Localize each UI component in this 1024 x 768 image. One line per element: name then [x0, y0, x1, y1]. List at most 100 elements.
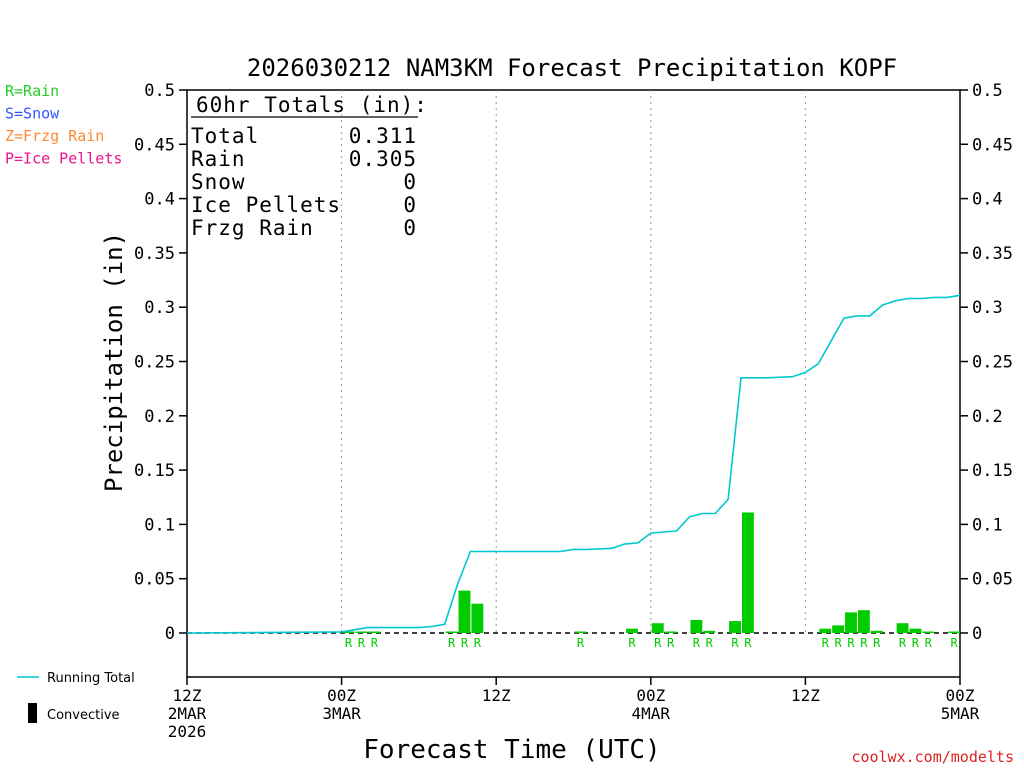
y-tick-label-right: 0.4 — [972, 190, 1003, 210]
precip-bar — [845, 612, 857, 633]
precip-bar — [922, 631, 935, 633]
ptype-label: R — [358, 636, 366, 650]
precip-bar — [729, 621, 741, 633]
ptype-label: R — [950, 636, 958, 650]
totals-heading: 60hr Totals (in): — [196, 93, 428, 117]
x-tick-label: 5MAR — [941, 704, 980, 723]
x-tick-label: 00Z — [327, 686, 356, 705]
precip-bar — [703, 630, 716, 633]
totals-value: 0.311 — [349, 124, 417, 148]
y-tick-label-right: 0.15 — [972, 461, 1013, 481]
credit-text: coolwx.com/modelts — [851, 748, 1014, 766]
series-legend: Running Total Convective — [17, 671, 135, 723]
x-tick-label: 00Z — [636, 686, 665, 705]
precip-bar — [870, 630, 883, 633]
y-tick-label-left: 0.2 — [144, 407, 175, 427]
ptype-label: R — [345, 636, 353, 650]
precip-bar — [445, 631, 458, 633]
precip-bar — [896, 623, 909, 633]
x-tick-label: 2026 — [168, 722, 207, 741]
vertical-gridlines — [341, 90, 806, 633]
ptype-label: R — [860, 636, 868, 650]
precip-bar — [909, 628, 922, 633]
ptype-label: R — [925, 636, 933, 650]
ptype-label: R — [474, 636, 482, 650]
precip-bar — [342, 631, 355, 633]
totals-label: Snow — [191, 170, 246, 194]
y-tick-label-left: 0.35 — [134, 244, 175, 264]
convective-legend-label: Convective — [47, 708, 120, 723]
ptype-label: R — [899, 636, 907, 650]
y-tick-label-right: 0.25 — [972, 353, 1013, 373]
ptype-label: R — [706, 636, 714, 650]
ptype-label: R — [847, 636, 855, 650]
totals-value: 0 — [403, 216, 417, 240]
y-tick-label-left: 0.25 — [134, 353, 175, 373]
ptype-label: R — [577, 636, 585, 650]
totals-label: Total — [191, 124, 259, 148]
totals-label: Ice Pellets — [191, 193, 341, 217]
y-axis-left: 0 0.05 0.1 0.15 0.2 0.25 0.3 0.35 0.4 0.45 0.5 — [134, 81, 187, 644]
ptype-label: R — [912, 636, 920, 650]
x-tick-label: 12Z — [482, 686, 511, 705]
ptype-label: R — [834, 636, 842, 650]
precip-bar — [626, 628, 638, 633]
plot-border — [186, 89, 961, 678]
x-tick-label: 2MAR — [168, 704, 207, 723]
running-total-series — [186, 294, 961, 634]
ptype-legend-item: P=Ice Pellets — [5, 150, 122, 168]
y-tick-label-right: 0.05 — [972, 570, 1013, 590]
y-tick-label-left: 0.15 — [134, 461, 175, 481]
y-tick-label-left: 0.4 — [144, 190, 175, 210]
precip-bars — [342, 512, 960, 633]
y-axis-right: 0 0.05 0.1 0.15 0.2 0.25 0.3 0.35 0.4 0.45 0.5 — [960, 81, 1013, 644]
y-tick-label-left: 0.45 — [134, 135, 175, 155]
x-axis-label: Forecast Time (UTC) — [363, 735, 660, 765]
totals-label: Rain — [191, 147, 246, 171]
totals-value: 0 — [403, 170, 417, 194]
precip-bar — [948, 631, 960, 633]
ptype-label: R — [822, 636, 830, 650]
y-tick-label-left: 0.1 — [144, 515, 175, 535]
totals-value: 0.305 — [349, 147, 417, 171]
ptype-label: R — [667, 636, 675, 650]
precip-bar — [832, 625, 845, 633]
precip-bar — [857, 610, 870, 633]
x-tick-label: 3MAR — [322, 704, 361, 723]
totals-box: 60hr Totals (in): Total 0.311 Rain 0.305 Snow… — [191, 93, 428, 240]
y-tick-label-left: 0.3 — [144, 298, 175, 318]
precip-bar — [458, 590, 471, 633]
y-tick-label-left: 0.05 — [134, 570, 175, 590]
ptype-legend-item: Z=Frzg Rain — [5, 127, 104, 145]
totals-label: Frzg Rain — [191, 216, 314, 240]
x-tick-label: 00Z — [946, 686, 975, 705]
running-total-legend-label: Running Total — [47, 671, 135, 686]
chart-title: 2026030212 NAM3KM Forecast Precipitation… — [247, 54, 897, 82]
y-tick-label-left: 0 — [165, 624, 175, 644]
y-tick-label-right: 0.35 — [972, 244, 1013, 264]
ptype-label: R — [448, 636, 456, 650]
precip-bar — [368, 631, 381, 633]
y-axis-label: Precipitation (in) — [100, 232, 128, 492]
precip-bar — [819, 628, 832, 633]
y-tick-label-right: 0 — [972, 624, 982, 644]
y-tick-label-right: 0.3 — [972, 298, 1003, 318]
convective-legend-swatch — [28, 703, 37, 723]
ptype-legend-item: R=Rain — [5, 82, 59, 100]
y-tick-label-left: 0.5 — [144, 81, 175, 101]
precip-bar — [574, 631, 587, 633]
y-tick-label-right: 0.2 — [972, 407, 1003, 427]
x-tick-label: 12Z — [173, 686, 202, 705]
ptype-label: R — [628, 636, 636, 650]
ptype-label: R — [731, 636, 739, 650]
ptype-legend-item: S=Snow — [5, 105, 60, 123]
ptype-label: R — [873, 636, 881, 650]
y-tick-label-right: 0.1 — [972, 515, 1003, 535]
precip-bar — [471, 603, 484, 633]
plot-frame — [186, 89, 961, 678]
ptype-label: R — [654, 636, 662, 650]
precip-bar — [651, 623, 664, 633]
precip-bar — [664, 631, 677, 633]
